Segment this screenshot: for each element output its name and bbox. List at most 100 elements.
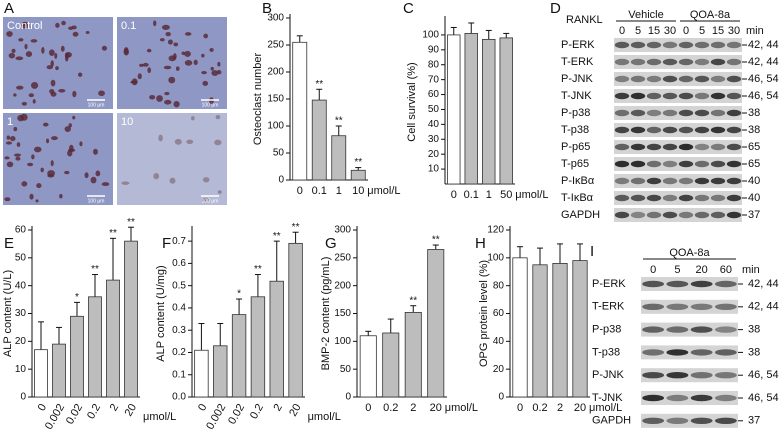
- cell: [30, 39, 38, 43]
- row-label: T-ERK: [561, 56, 594, 68]
- band: [694, 109, 710, 117]
- band: [726, 92, 742, 100]
- band: [694, 41, 710, 49]
- cell: [101, 182, 110, 187]
- time-unit: min: [746, 25, 764, 37]
- band: [714, 303, 737, 310]
- significance: **: [254, 264, 262, 275]
- panel-letter: A: [4, 0, 14, 17]
- mw-label: 46, 54: [748, 369, 779, 381]
- blot-strip: [614, 89, 742, 103]
- y-tick-label: 50: [273, 148, 285, 159]
- x-axis-label: μmol/L: [143, 411, 176, 423]
- mw-label: 65: [748, 141, 760, 153]
- cell: [61, 20, 66, 26]
- band: [726, 143, 742, 151]
- band: [714, 417, 737, 424]
- cell: [46, 65, 53, 70]
- band: [646, 75, 662, 83]
- cell: [32, 99, 36, 104]
- cell: [164, 91, 170, 96]
- y-tick-label: 150: [334, 308, 351, 319]
- cell: [209, 47, 214, 52]
- row-label: P-ERK: [592, 278, 626, 290]
- x-tick-label: 0.1: [464, 189, 479, 201]
- cell: [17, 114, 25, 122]
- band: [666, 326, 689, 333]
- band: [710, 211, 726, 219]
- cell: [68, 148, 76, 152]
- significance: **: [91, 264, 99, 275]
- bar: [572, 260, 588, 398]
- band: [662, 211, 678, 219]
- significance: **: [335, 116, 343, 127]
- cell: [85, 30, 90, 34]
- band: [710, 41, 726, 49]
- cell: [168, 55, 176, 62]
- lane-label: 5: [674, 264, 680, 276]
- mw-label: 42, 44: [748, 278, 779, 290]
- cell: [64, 170, 70, 175]
- y-tick-label: 0: [498, 392, 504, 403]
- band: [690, 349, 713, 356]
- cell: [123, 47, 129, 55]
- image-label: 0.1: [121, 20, 136, 32]
- row-label: P-p38: [561, 107, 590, 119]
- band: [694, 92, 710, 100]
- cell: [59, 194, 63, 199]
- bar: [106, 279, 120, 398]
- image-label: 10: [121, 116, 133, 128]
- band: [662, 92, 678, 100]
- mw-label: 46, 54: [748, 73, 779, 85]
- x-tick-label: 0.002: [204, 402, 228, 432]
- cell: [72, 90, 77, 98]
- x-axis-label: μmol/L: [589, 402, 622, 414]
- cell: [50, 79, 56, 87]
- micrograph: [117, 113, 227, 205]
- band: [678, 160, 694, 168]
- cell: [13, 126, 18, 132]
- band: [614, 75, 630, 83]
- cell: [216, 70, 222, 75]
- bar: [427, 249, 445, 398]
- cell: [167, 39, 173, 45]
- cell: [217, 190, 222, 194]
- mw-label: 42, 44: [748, 39, 779, 51]
- panel-letter: B: [262, 0, 272, 17]
- significance: **: [409, 295, 417, 306]
- cell: [31, 154, 35, 160]
- band: [630, 143, 646, 151]
- row-label: P-JNK: [592, 369, 624, 381]
- row-label: T-p65: [561, 158, 589, 170]
- cell: [191, 116, 195, 121]
- x-tick-label: 2: [271, 402, 284, 413]
- y-axis-label: Osteoclast number: [252, 53, 264, 146]
- row-label: GAPDH: [561, 209, 600, 221]
- band: [630, 126, 646, 134]
- cell: [72, 31, 79, 37]
- cell: [175, 66, 180, 71]
- cell: [5, 141, 13, 145]
- y-tick-label: 300: [334, 225, 351, 236]
- bar: [70, 315, 84, 398]
- cell: [64, 126, 71, 132]
- mw-label: 38: [748, 107, 760, 119]
- band: [666, 303, 689, 310]
- x-tick-label: 0: [451, 189, 457, 201]
- y-axis-label: ALP content (U/mg): [155, 265, 167, 361]
- band: [710, 126, 726, 134]
- mw-label: 37: [748, 209, 760, 221]
- band: [630, 92, 646, 100]
- band: [614, 58, 630, 66]
- cell: [79, 141, 83, 147]
- group-label: QOA-8a: [669, 247, 710, 259]
- lane-label: 15: [712, 25, 724, 37]
- cell: [41, 47, 45, 54]
- mw-label: 42, 44: [748, 56, 779, 68]
- band: [614, 211, 630, 219]
- x-tick-label: 2: [108, 402, 121, 413]
- cell: [21, 101, 27, 106]
- band: [646, 41, 662, 49]
- blot-strip: [614, 140, 742, 154]
- x-axis-label: μmol/L: [308, 411, 341, 423]
